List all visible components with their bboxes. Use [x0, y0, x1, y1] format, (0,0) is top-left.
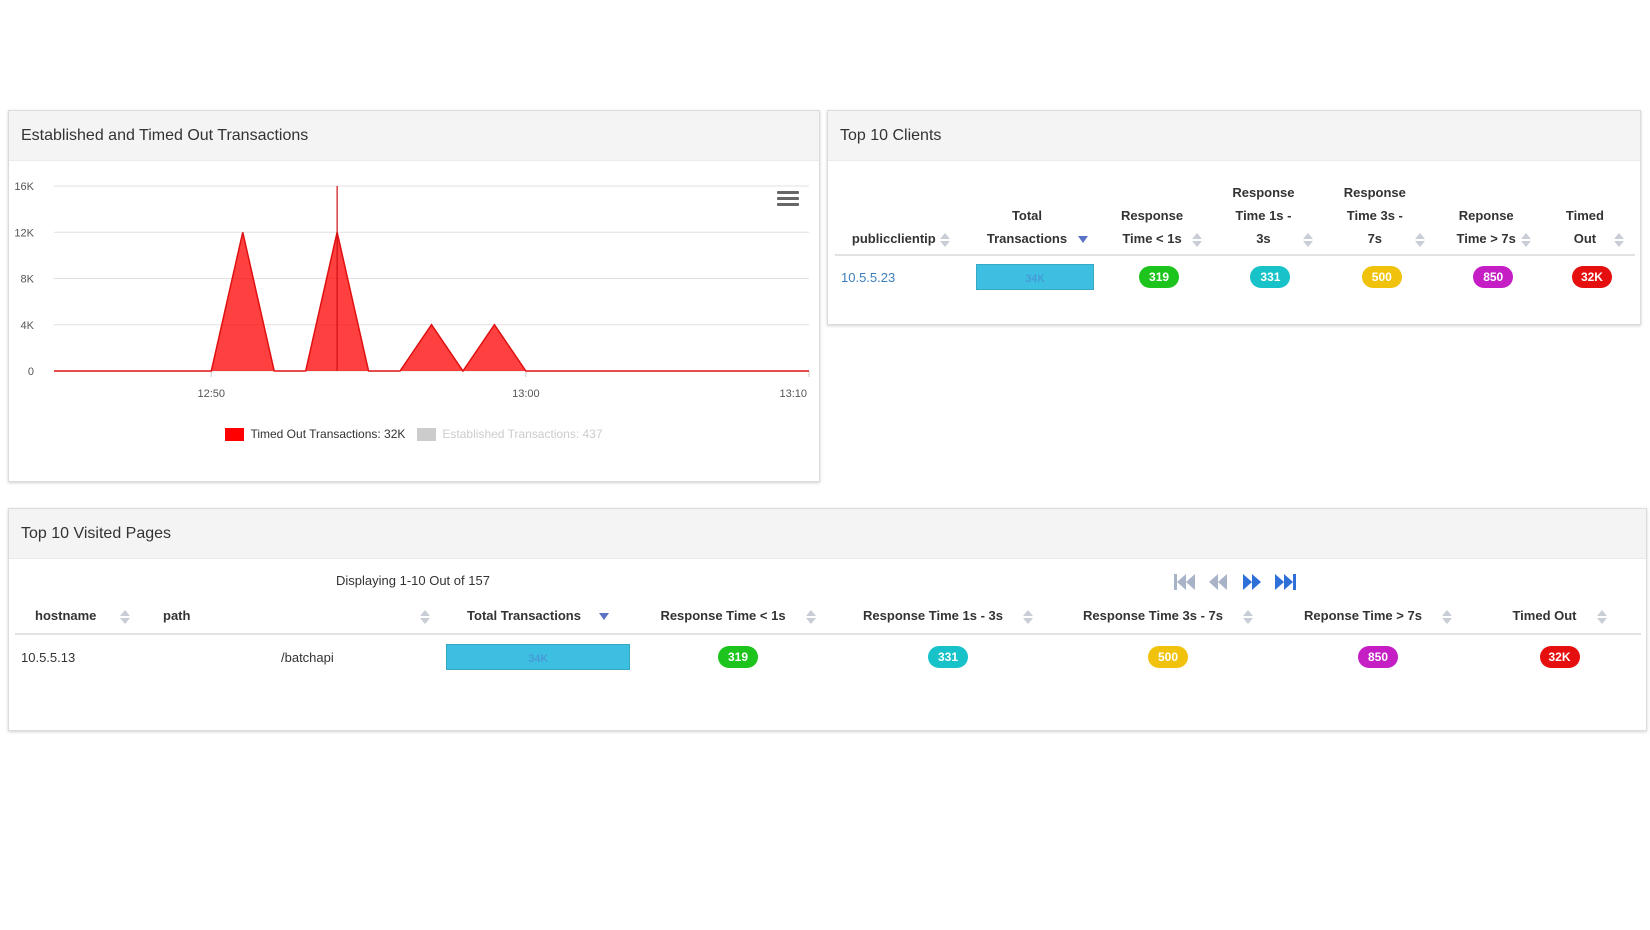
timed-out-badge: 32K: [1539, 646, 1580, 668]
response-1to3-badge: 331: [928, 646, 968, 668]
legend-item-timed-out[interactable]: Timed Out Transactions: 32K: [225, 427, 405, 441]
x-tick-label: 13:10: [779, 388, 807, 400]
sort-desc-icon[interactable]: [598, 613, 609, 621]
previous-page-icon[interactable]: [1203, 569, 1233, 595]
y-tick-label: 16K: [14, 181, 34, 193]
hamburger-menu-icon[interactable]: [777, 191, 799, 207]
top-clients-panel: Top 10 Clients publicclientip Total Tran…: [827, 110, 1641, 325]
legend-label-established: Established Transactions: 437: [442, 427, 603, 441]
transactions-area-chart: 0 4K 8K 12K 16K 12:50 13:00 13:10: [14, 181, 810, 400]
sort-icon[interactable]: [1441, 609, 1452, 624]
total-transactions-cell: 34K: [438, 634, 638, 679]
col-header-response-3to7[interactable]: Response Time 3s - 7s: [1058, 604, 1278, 634]
response-gt7-badge: 850: [1473, 266, 1514, 288]
next-page-icon[interactable]: [1237, 569, 1267, 595]
response-gt7-cell: 850: [1278, 634, 1478, 679]
col-header-response-3to7[interactable]: Response Time 3s - 7s: [1326, 181, 1437, 255]
total-transactions-bar: 34K: [975, 264, 1094, 290]
response-1to3-cell: 331: [1215, 255, 1326, 298]
total-transactions-bar: 34K: [446, 644, 630, 670]
timed-out-line: [54, 232, 809, 373]
legend-item-established[interactable]: Established Transactions: 437: [417, 427, 603, 441]
chart-legend: Timed Out Transactions: 32K Established …: [9, 427, 819, 441]
col-header-path[interactable]: path: [143, 604, 438, 634]
response-gt7-badge: 850: [1358, 646, 1398, 668]
top-visited-pages-panel: Top 10 Visited Pages Displaying 1-10 Out…: [8, 508, 1647, 731]
y-tick-label: 12K: [14, 227, 34, 239]
response-lt1-cell: 319: [638, 634, 838, 679]
pagination-controls: [1169, 569, 1301, 595]
response-3to7-badge: 500: [1361, 266, 1402, 288]
sort-icon[interactable]: [805, 609, 816, 624]
response-lt1-badge: 319: [1139, 266, 1180, 288]
table-row: 10.5.5.13 /batchapi 34K 319 331 500 850 …: [15, 634, 1641, 679]
sort-icon[interactable]: [1242, 609, 1253, 624]
col-header-timed-out[interactable]: Timed Out: [1478, 604, 1641, 634]
first-page-icon[interactable]: [1169, 569, 1199, 595]
response-gt7-cell: 850: [1438, 255, 1549, 298]
pages-table: hostname path Total Transactions Respons…: [15, 604, 1641, 679]
sort-icon[interactable]: [1192, 232, 1203, 247]
timed-out-cell: 32K: [1549, 255, 1635, 298]
response-3to7-badge: 500: [1148, 646, 1188, 668]
sort-icon[interactable]: [120, 609, 131, 624]
legend-label-timed-out: Timed Out Transactions: 32K: [250, 427, 406, 441]
path-cell: /batchapi: [281, 649, 334, 665]
sort-icon[interactable]: [1022, 609, 1033, 624]
col-header-hostname[interactable]: hostname: [15, 604, 143, 634]
y-tick-label: 4K: [21, 320, 35, 332]
sort-icon[interactable]: [1303, 232, 1314, 247]
transactions-chart-panel: Established and Timed Out Transactions 0…: [8, 110, 820, 482]
pagination-status: Displaying 1-10 Out of 157: [336, 573, 490, 588]
x-tick-label: 12:50: [198, 388, 226, 400]
sort-icon[interactable]: [939, 232, 950, 247]
col-header-publicclientip[interactable]: publicclientip: [835, 181, 967, 255]
chart-panel-title: Established and Timed Out Transactions: [9, 111, 819, 161]
clients-table-header: publicclientip Total Transactions Respon…: [835, 181, 1635, 255]
sort-icon[interactable]: [1613, 232, 1624, 247]
pages-toolbar: Displaying 1-10 Out of 157: [9, 569, 1646, 597]
legend-swatch-timed-out: [225, 427, 245, 441]
col-header-response-gt7[interactable]: Reponse Time > 7s: [1438, 181, 1549, 255]
response-lt1-cell: 319: [1103, 255, 1214, 298]
legend-swatch-established: [417, 427, 437, 441]
client-ip-link[interactable]: 10.5.5.23: [841, 269, 896, 285]
col-header-response-1to3[interactable]: Response Time 1s - 3s: [838, 604, 1058, 634]
col-header-total-transactions[interactable]: Total Transactions: [967, 181, 1104, 255]
pages-table-header: hostname path Total Transactions Respons…: [15, 604, 1641, 634]
col-header-response-1to3[interactable]: Response Time 1s - 3s: [1215, 181, 1326, 255]
response-3to7-cell: 500: [1326, 255, 1437, 298]
y-tick-label: 8K: [21, 274, 35, 286]
col-header-response-lt1[interactable]: Response Time < 1s: [638, 604, 838, 634]
sort-icon[interactable]: [1521, 232, 1532, 247]
timed-out-cell: 32K: [1478, 634, 1641, 679]
x-tick-label: 13:00: [512, 388, 540, 400]
sort-desc-icon[interactable]: [1077, 236, 1088, 244]
pages-panel-title: Top 10 Visited Pages: [9, 509, 1646, 559]
col-header-response-lt1[interactable]: Response Time < 1s: [1103, 181, 1214, 255]
sort-icon[interactable]: [1414, 232, 1425, 247]
sort-icon[interactable]: [1596, 609, 1607, 624]
col-header-total-transactions[interactable]: Total Transactions: [438, 604, 638, 634]
hostname-cell: 10.5.5.13: [21, 649, 76, 665]
response-1to3-cell: 331: [838, 634, 1058, 679]
clients-table: publicclientip Total Transactions Respon…: [835, 181, 1635, 298]
sort-icon[interactable]: [420, 609, 431, 624]
response-lt1-badge: 319: [718, 646, 758, 668]
timed-out-badge: 32K: [1571, 266, 1612, 288]
clients-panel-title: Top 10 Clients: [828, 111, 1640, 161]
col-header-response-gt7[interactable]: Reponse Time > 7s: [1278, 604, 1478, 634]
y-tick-label: 0: [28, 366, 34, 378]
table-row: 10.5.5.23 34K 319 331 500 850 32K: [835, 255, 1635, 298]
col-header-timed-out[interactable]: Timed Out: [1549, 181, 1635, 255]
response-3to7-cell: 500: [1058, 634, 1278, 679]
total-transactions-cell: 34K: [967, 255, 1104, 298]
response-1to3-badge: 331: [1250, 266, 1291, 288]
last-page-icon[interactable]: [1271, 569, 1301, 595]
timed-out-area: [54, 232, 809, 371]
